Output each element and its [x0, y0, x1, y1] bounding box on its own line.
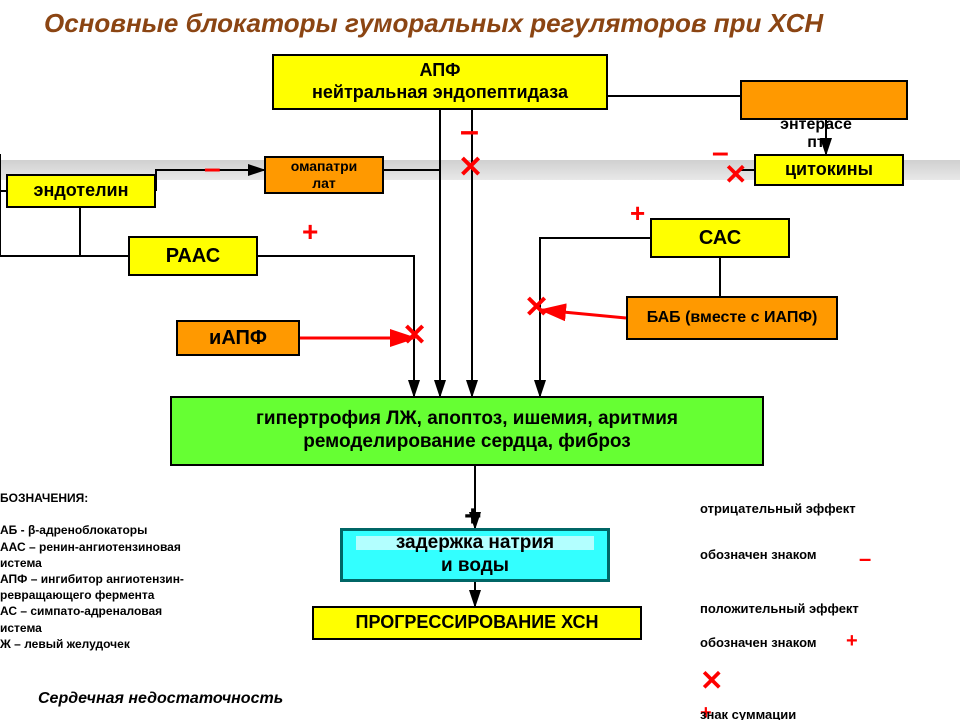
box-enterasept-bg: [740, 80, 908, 120]
box-iapf: иАПФ: [176, 320, 300, 356]
box-omapatrilat: омапатрилат: [264, 156, 384, 194]
sym-plus1: +: [302, 216, 318, 248]
label-enterasept: энтерасепт: [756, 116, 876, 152]
sym-minus2: –: [204, 152, 221, 186]
legend-right: отрицательный эффектобозначен знакомполо…: [700, 500, 940, 720]
box-raas: РААС: [128, 236, 258, 276]
x-2: ✕: [724, 158, 747, 191]
footer-text: Сердечная недостаточность: [38, 690, 283, 708]
box-bab: БАБ (вместе с ИАПФ): [626, 296, 838, 340]
legend-left: БОЗНАЧЕНИЯ: АБ - β-адреноблокаторыААС – …: [0, 490, 184, 652]
diagram-canvas: Основные блокаторы гуморальных регулятор…: [0, 0, 960, 720]
box-green: гипертрофия ЛЖ, апоптоз, ишемия, аритмия…: [170, 396, 764, 466]
box-cyan: задержка натрияи воды: [340, 528, 610, 582]
sym-plus2: +: [630, 198, 645, 229]
box-sas: САС: [650, 218, 790, 258]
page-title: Основные блокаторы гуморальных регулятор…: [44, 8, 823, 39]
box-endothelin: эндотелин: [6, 174, 156, 208]
x-3: ✕: [402, 318, 427, 353]
x-4: ✕: [524, 290, 549, 325]
box-apf: АПФнейтральная эндопептидаза: [272, 54, 608, 110]
sym-minus1: –: [460, 112, 479, 151]
box-cytokines: цитокины: [754, 154, 904, 186]
x-1: ✕: [458, 150, 483, 185]
box-progress: ПРОГРЕССИРОВАНИЕ ХСН: [312, 606, 642, 640]
